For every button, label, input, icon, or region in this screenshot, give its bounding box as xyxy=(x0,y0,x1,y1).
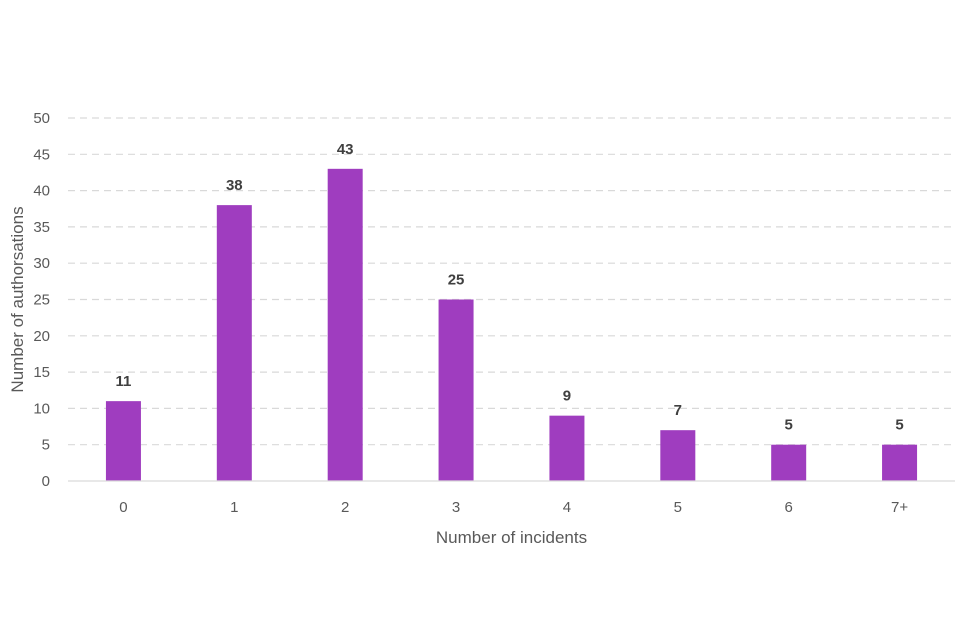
data-labels: 11 38 43 25 9 7 5 5 xyxy=(116,141,904,434)
x-tick-label: 1 xyxy=(230,499,238,516)
data-label-1: 38 xyxy=(226,177,243,194)
x-tick-label: 3 xyxy=(452,499,460,516)
y-tick-label: 10 xyxy=(33,400,50,417)
y-tick-label: 20 xyxy=(33,328,50,345)
x-tick-label: 4 xyxy=(563,499,571,516)
y-axis-ticks: 0 5 10 15 20 25 30 35 40 45 50 xyxy=(33,110,50,490)
x-axis-ticks: 0 1 2 3 4 5 6 7+ xyxy=(119,499,908,516)
x-tick-label: 5 xyxy=(674,499,682,516)
y-tick-label: 50 xyxy=(33,110,50,127)
bar-0 xyxy=(105,401,141,481)
x-axis-title: Number of incidents xyxy=(436,528,587,547)
bars xyxy=(105,168,918,481)
gridlines xyxy=(68,117,955,446)
data-label-5: 7 xyxy=(674,402,682,419)
bar-2 xyxy=(327,168,363,481)
y-tick-label: 45 xyxy=(33,146,50,163)
data-label-0: 11 xyxy=(116,373,132,390)
y-tick-label: 30 xyxy=(33,255,50,272)
bar-1 xyxy=(216,205,252,481)
bar-5 xyxy=(660,430,696,481)
y-tick-label: 25 xyxy=(33,292,50,309)
y-tick-label: 5 xyxy=(42,437,50,454)
bar-3 xyxy=(438,299,474,481)
data-label-7+: 5 xyxy=(895,417,903,434)
data-label-3: 25 xyxy=(448,272,465,289)
x-tick-label: 6 xyxy=(785,499,793,516)
bar-4 xyxy=(549,415,585,481)
y-tick-label: 40 xyxy=(33,183,50,200)
bar-7+ xyxy=(882,444,918,481)
y-tick-label: 15 xyxy=(33,364,50,381)
x-tick-label: 0 xyxy=(119,499,127,516)
data-label-4: 9 xyxy=(563,388,571,405)
x-tick-label: 7+ xyxy=(891,499,908,516)
y-axis-title: Number of authorsations xyxy=(8,206,27,392)
y-tick-label: 0 xyxy=(42,473,50,490)
x-tick-label: 2 xyxy=(341,499,349,516)
y-tick-label: 35 xyxy=(33,219,50,236)
bar-6 xyxy=(771,444,807,481)
data-label-2: 43 xyxy=(337,141,354,158)
data-label-6: 5 xyxy=(785,417,793,434)
